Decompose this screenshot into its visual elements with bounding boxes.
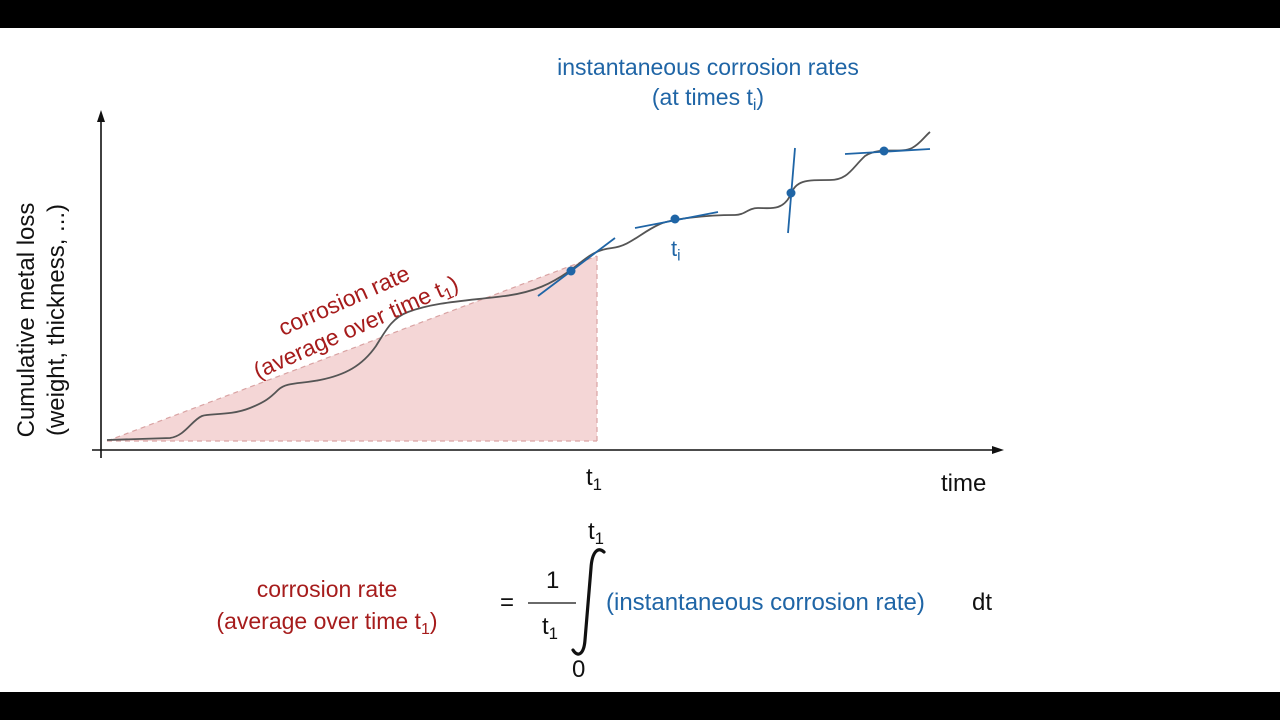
tangent-line-1 — [537, 237, 616, 297]
t1-tick-sub: 1 — [592, 475, 603, 495]
slide: Cumulative metal loss (weight, thickness… — [0, 28, 1280, 692]
formula-lhs-line1: corrosion rate — [256, 576, 398, 602]
formula-differential: dt — [972, 589, 993, 616]
t1-tick-base: t — [586, 464, 593, 491]
tangent-point-3 — [786, 188, 796, 198]
formula-upper-limit: t1 — [588, 518, 605, 549]
instantaneous-title-line2-text: (at times t — [651, 84, 753, 110]
formula-denominator-sub: 1 — [548, 624, 559, 644]
cumulative-loss-curve — [106, 131, 931, 441]
instantaneous-rates-title: instantaneous corrosion rates (at times … — [557, 52, 859, 114]
average-hypotenuse — [106, 255, 598, 442]
formula-lhs-line2: (average over time t1) — [216, 605, 437, 637]
ti-point-label: ti — [671, 236, 681, 265]
instantaneous-title-line1: instantaneous corrosion rates — [557, 54, 859, 80]
tangent-point-4 — [879, 146, 889, 156]
formula-equals: = — [500, 589, 515, 616]
y-axis-label: Cumulative metal loss (weight, thickness… — [12, 203, 72, 438]
ti-sub: i — [677, 247, 681, 265]
ti-base: t — [671, 236, 678, 261]
formula-lhs: corrosion rate (average over time t1) — [216, 573, 437, 637]
y-axis-label-line1: Cumulative metal loss — [13, 202, 40, 438]
instantaneous-title-line2: (at times ti) — [557, 82, 859, 114]
t1-tick-label: t1 — [586, 464, 603, 495]
formula-upper-limit-sub: 1 — [594, 529, 605, 549]
tangent-point-1 — [566, 266, 576, 276]
formula-lhs-line2-sub: 1 — [420, 619, 430, 638]
x-axis-arrow-icon — [992, 446, 1004, 454]
formula-numerator: 1 — [546, 567, 560, 594]
integral-sign — [571, 548, 606, 656]
x-axis-label: time — [941, 470, 987, 497]
formula-lhs-line2-close: ) — [429, 608, 438, 634]
formula-lhs-line2-text: (average over time t — [216, 608, 421, 634]
instantaneous-title-line2-sub: i — [752, 95, 757, 114]
formula-denominator-base: t — [542, 613, 549, 640]
formula-lower-limit: 0 — [572, 656, 586, 683]
formula-upper-limit-base: t — [588, 518, 595, 545]
diagram-canvas — [92, 110, 1004, 656]
instantaneous-title-line2-close: ) — [756, 84, 765, 110]
y-axis-label-line2: (weight, thickness, ...) — [43, 203, 70, 437]
tangent-point-2 — [670, 214, 680, 224]
formula-integrand: (instantaneous corrosion rate) — [606, 589, 925, 616]
y-axis-arrow-icon — [97, 110, 105, 122]
formula-denominator: t1 — [542, 613, 559, 644]
